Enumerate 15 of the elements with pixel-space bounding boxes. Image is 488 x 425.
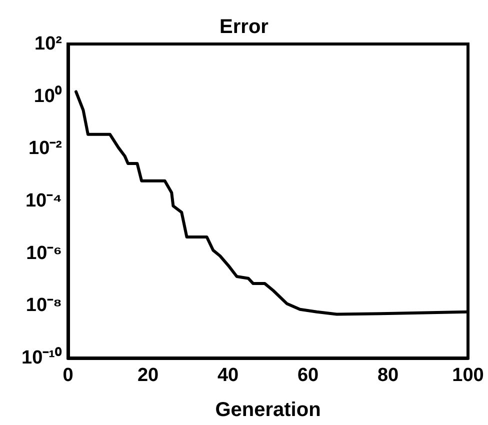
x-tick-label: 60 <box>297 365 319 386</box>
y-tick-label: 10⁻¹⁰ <box>22 346 62 368</box>
x-axis-title: Generation <box>215 399 321 421</box>
x-tick-label: 40 <box>217 365 239 386</box>
y-tick-label: 10⁻⁴ <box>25 190 62 212</box>
x-tick-label: 100 <box>452 365 484 386</box>
x-tick-label: 20 <box>137 365 159 386</box>
y-tick-label: 10⁻² <box>28 138 62 160</box>
y-tick-label: 10² <box>34 34 62 54</box>
y-tick-label: 10⁰ <box>34 84 62 107</box>
y-tick-label: 10⁻⁸ <box>26 295 62 316</box>
x-tick-label: 80 <box>377 365 399 386</box>
chart-title: Error <box>220 16 269 38</box>
x-tick-label: 0 <box>62 365 74 386</box>
y-tick-label: 10⁻⁶ <box>26 242 62 264</box>
